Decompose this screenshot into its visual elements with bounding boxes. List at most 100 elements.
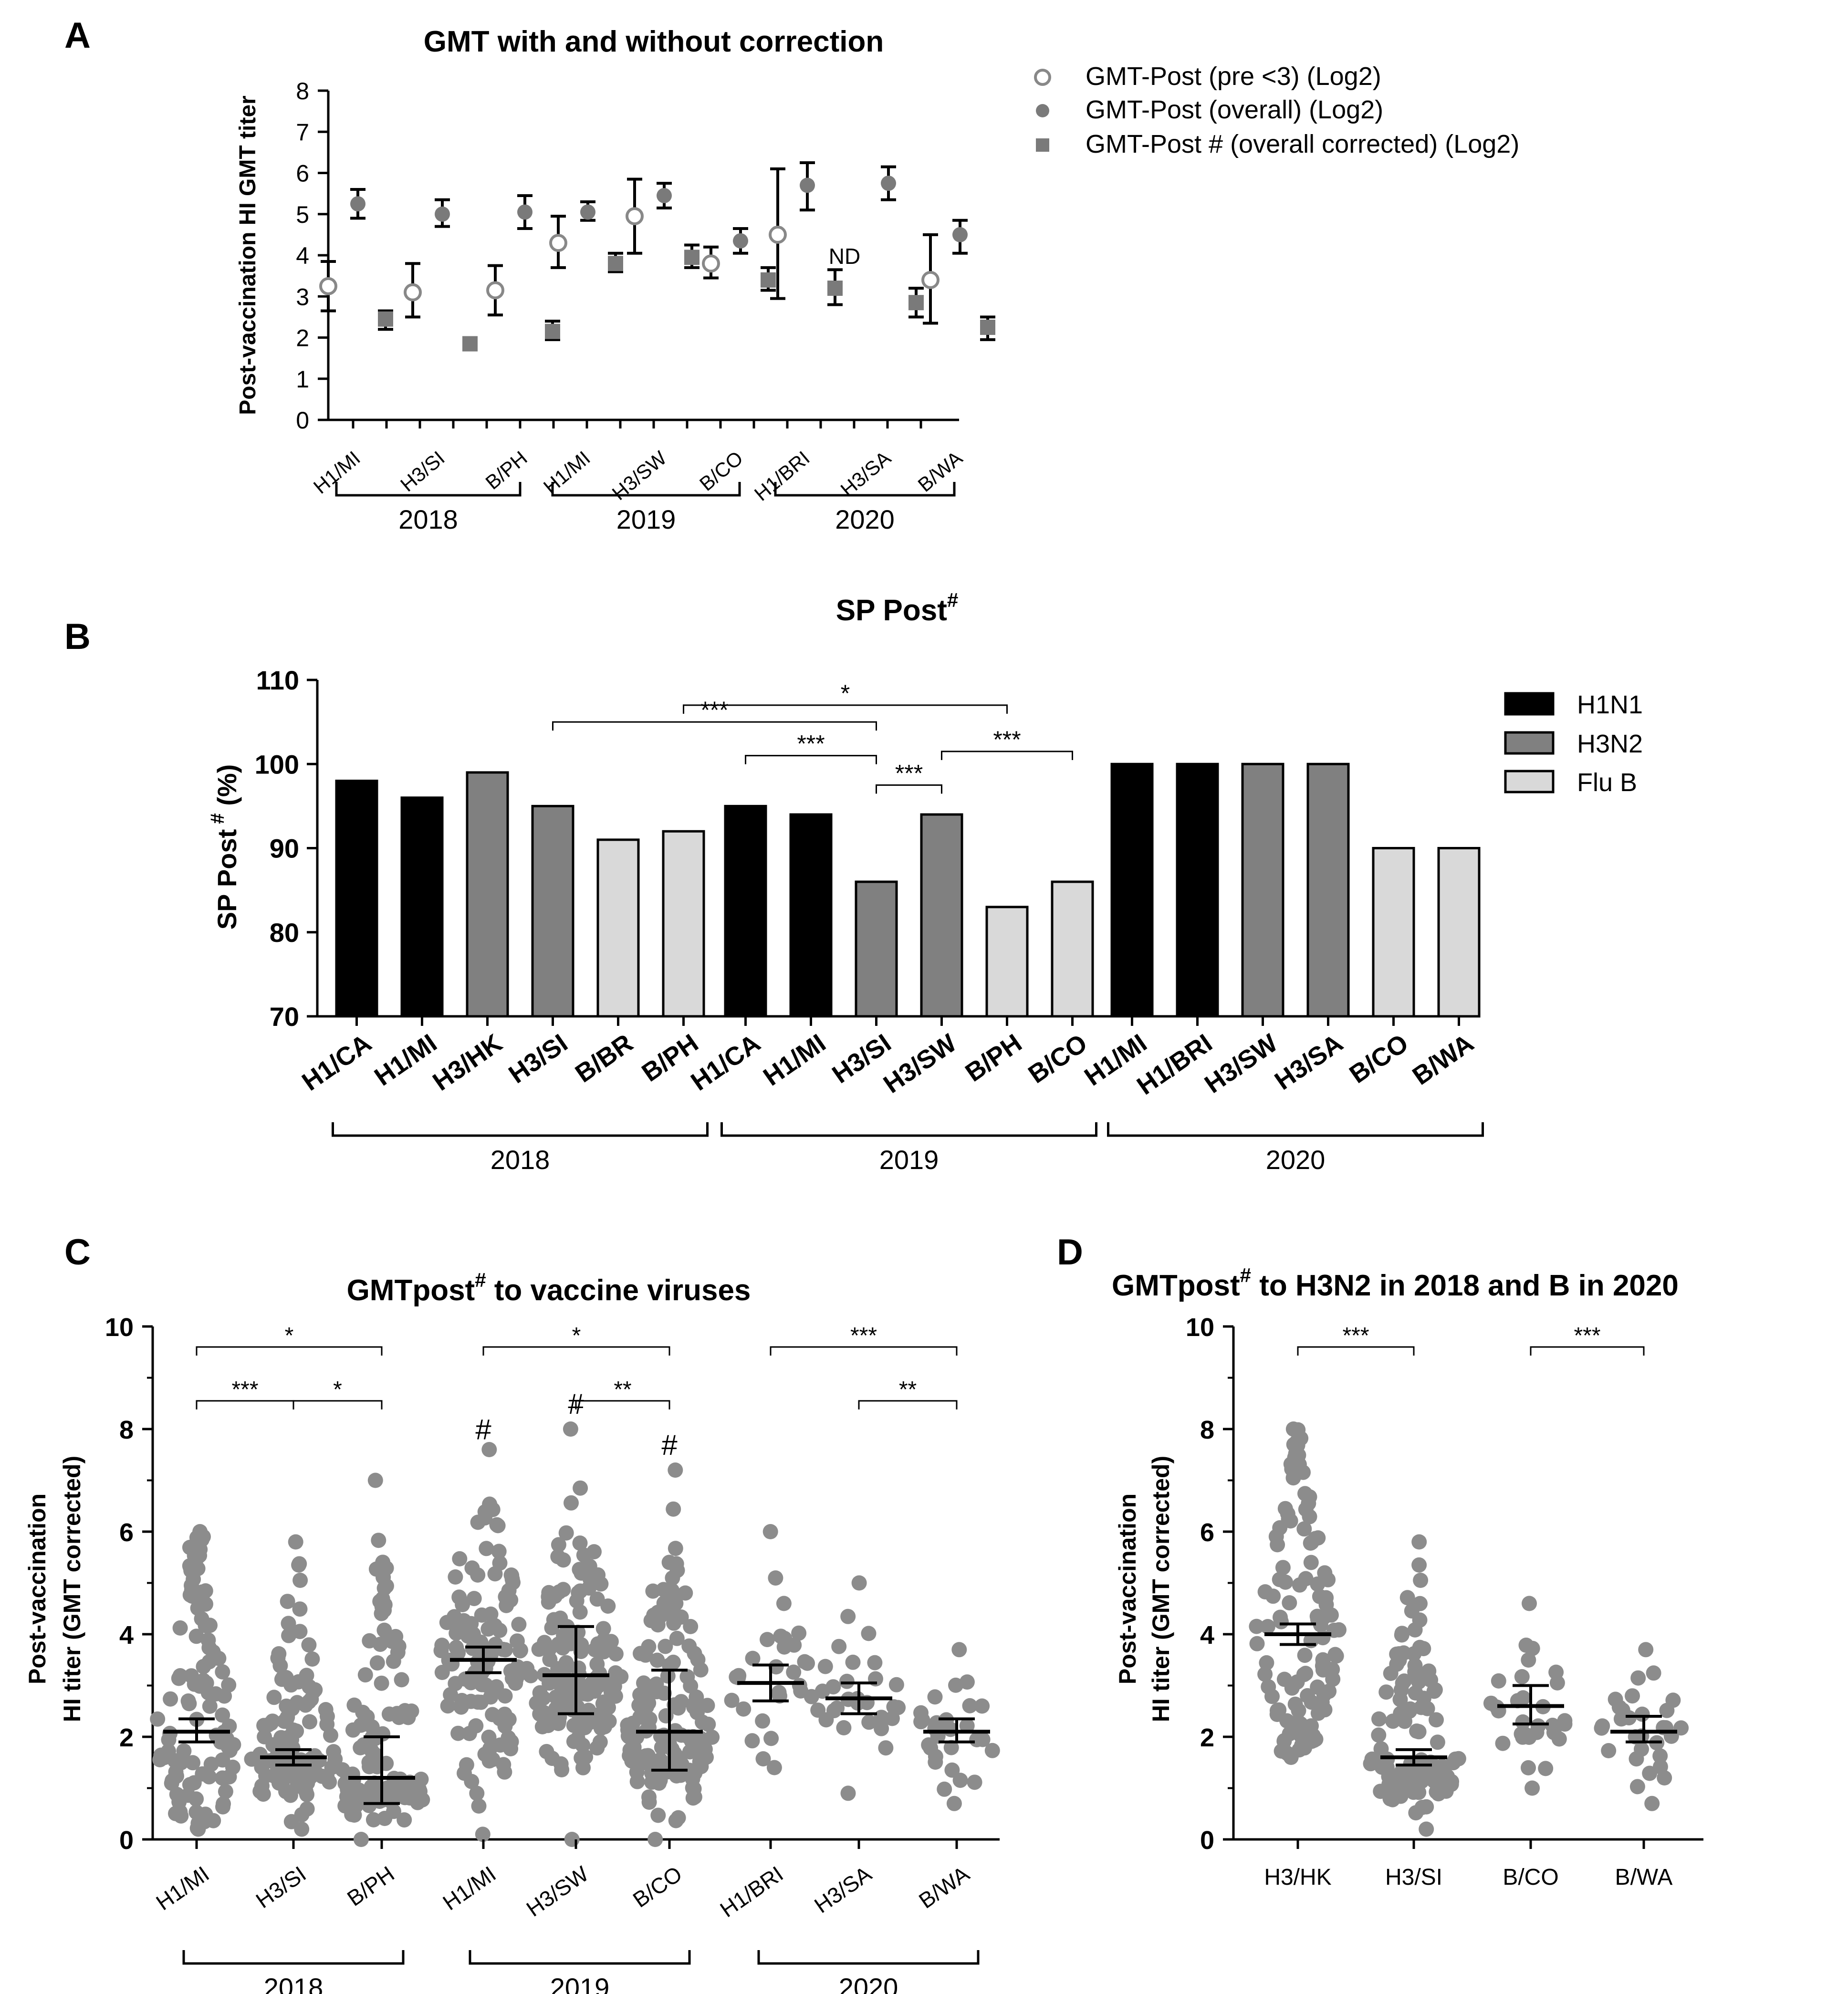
chart-point: [766, 1760, 782, 1775]
chart-point: [867, 1655, 883, 1670]
chart-point: [580, 1686, 595, 1702]
chart-point: [572, 1604, 588, 1620]
chart-point: [394, 1672, 409, 1688]
chart-point: [593, 1720, 609, 1736]
chart-point: [1395, 1675, 1410, 1691]
chart-d-title: GMTpost# to H3N2 in 2018 and B in 2020: [1112, 1264, 1679, 1302]
chart-point: [564, 1702, 580, 1718]
chart-point: [377, 1811, 393, 1826]
chart-point: [1406, 1785, 1421, 1800]
chart-point: [984, 1743, 1000, 1758]
chart-a-legend-label: GMT-Post # (overall corrected) (Log2): [1086, 130, 1519, 158]
chart-point: [1306, 1733, 1322, 1748]
chart-point: [668, 1556, 684, 1572]
chart-point: [1483, 1695, 1499, 1711]
chart-b-ylabel-superscript: #: [207, 813, 228, 829]
chart-a-ytick-label: 0: [296, 407, 309, 434]
chart-c-ytick-label: 2: [119, 1723, 134, 1752]
chart-b-significance-2-bracket: [745, 755, 877, 764]
chart-point: [450, 1725, 466, 1741]
chart-point: [388, 1629, 404, 1644]
chart-point: [1638, 1642, 1654, 1658]
chart-c-xtick-label: B/PH: [343, 1861, 399, 1911]
chart-b-ylabel-unit: (%): [212, 764, 242, 814]
chart-point: [589, 1591, 605, 1607]
chart-point: [180, 1787, 196, 1803]
chart-point: [280, 1594, 295, 1609]
chart-point: [1546, 1725, 1562, 1741]
chart-point: [1371, 1711, 1387, 1727]
chart-b-ytick-label: 90: [270, 834, 299, 864]
chart-point: [1524, 1780, 1540, 1796]
chart-point: [1430, 1734, 1445, 1750]
chart-a-point-overall: [580, 204, 595, 220]
chart-point: [1303, 1535, 1318, 1551]
chart-point: [163, 1691, 178, 1707]
chart-c-ytick-label: 10: [105, 1313, 134, 1342]
chart-point: [797, 1654, 813, 1670]
panel-label-a: A: [64, 15, 91, 56]
chart-b-significance-3-bracket: [876, 784, 942, 794]
chart-point: [579, 1704, 595, 1720]
chart-b-ytick-label: 70: [270, 1002, 299, 1032]
chart-c-group-0-label: 2018: [264, 1973, 324, 1994]
chart-a-legend-label: GMT-Post (pre <3) (Log2): [1086, 62, 1381, 91]
chart-point: [704, 1729, 720, 1745]
chart-b-bar: [1437, 847, 1481, 1018]
chart-point: [291, 1674, 306, 1690]
chart-point: [327, 1751, 343, 1767]
chart-point: [1294, 1737, 1310, 1753]
chart-b-xtick-label: B/CO: [1344, 1029, 1413, 1089]
chart-point: [489, 1679, 504, 1695]
chart-b-bar: [855, 880, 898, 1018]
chart-point: [946, 1796, 962, 1811]
chart-point: [1529, 1724, 1545, 1740]
chart-point: [346, 1697, 362, 1713]
chart-c-significance-3-label: *: [572, 1323, 581, 1348]
chart-c-xtick-label: H3/SI: [251, 1861, 311, 1913]
chart-point: [299, 1801, 315, 1817]
chart-point: [1257, 1584, 1273, 1600]
chart-point: [1297, 1648, 1313, 1663]
chart-point: [487, 1618, 502, 1633]
chart-point: [1383, 1666, 1399, 1681]
chart-point: [161, 1732, 177, 1748]
chart-b-significance-3-label: ***: [895, 760, 923, 786]
chart-point: [578, 1749, 594, 1765]
chart-point: [810, 1702, 826, 1718]
chart-c-significance-5-label: ***: [850, 1323, 877, 1348]
chart-point: [473, 1694, 489, 1710]
chart-point: [523, 1668, 539, 1683]
chart-c-significance-0-bracket: [196, 1346, 383, 1356]
chart-a-xtick-label: H1/MI: [539, 447, 595, 498]
chart-point: [550, 1675, 565, 1691]
chart-b-ytick-label: 80: [270, 918, 299, 948]
chart-point: [608, 1646, 624, 1662]
chart-point: [301, 1637, 317, 1653]
chart-point: [371, 1533, 386, 1548]
chart-point: [1327, 1647, 1343, 1662]
chart-b-bar: [920, 813, 963, 1018]
chart-point: [185, 1539, 200, 1555]
chart-point: [498, 1642, 513, 1658]
chart-point: [792, 1678, 807, 1693]
chart-a-point-corrected: [608, 256, 623, 271]
chart-point: [481, 1753, 497, 1769]
chart-point: [1557, 1716, 1573, 1732]
chart-point: [685, 1780, 700, 1796]
chart-point: [190, 1676, 206, 1691]
chart-point: [481, 1729, 497, 1745]
chart-b-xtick-label: B/BR: [570, 1029, 638, 1088]
chart-point: [652, 1752, 668, 1768]
chart-point: [200, 1632, 216, 1648]
chart-point: [1514, 1669, 1530, 1684]
panel-d: GMTpost# to H3N2 in 2018 and B in 2020 Po…: [1112, 1264, 1703, 1890]
chart-a-legend-marker: [1036, 104, 1049, 117]
chart-point: [962, 1698, 978, 1713]
chart-a-group-1-label: 2019: [616, 504, 676, 534]
chart-a-group-2-label: 2020: [835, 504, 895, 534]
panel-b: SP Post#SP Post # (%)708090100110H1/CAH1…: [207, 589, 1643, 1175]
chart-b-group-2-bracket: [1107, 1122, 1484, 1137]
chart-point: [745, 1650, 761, 1666]
chart-point: [306, 1683, 322, 1699]
